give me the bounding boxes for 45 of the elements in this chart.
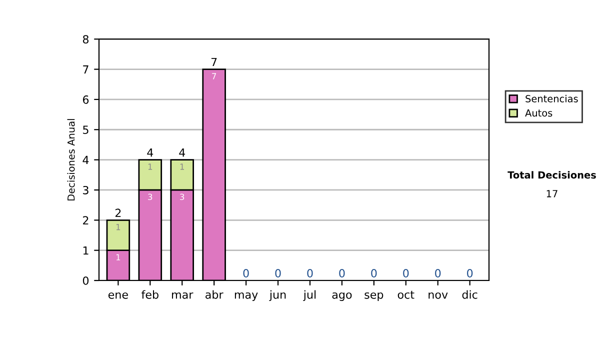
total-label: 0 xyxy=(435,269,441,278)
data-label: 1 xyxy=(116,224,120,230)
x-tick-label: mar xyxy=(172,292,194,299)
y-tick-label: 5 xyxy=(83,126,88,134)
y-tick-label: 4 xyxy=(82,156,89,164)
total-label: 0 xyxy=(275,269,281,278)
data-label: 3 xyxy=(148,194,152,200)
x-tick-label: ago xyxy=(332,292,352,301)
legend-label: Sentencias xyxy=(526,94,578,102)
total-label: 0 xyxy=(339,269,345,278)
text: 17 xyxy=(546,190,558,198)
total-label: 0 xyxy=(467,269,473,278)
text: Total Decisiones xyxy=(508,171,596,179)
x-tick-label: ene xyxy=(108,292,128,299)
total-label: 0 xyxy=(243,269,249,278)
y-tick-label: 3 xyxy=(83,186,88,194)
total-label: 2 xyxy=(115,208,121,217)
y-tick-label: 2 xyxy=(83,216,88,224)
y-tick-label: 0 xyxy=(82,276,89,285)
x-tick-label: nov xyxy=(428,292,448,299)
data-label: 7 xyxy=(212,73,216,80)
data-label: 1 xyxy=(148,164,152,170)
y-axis-title: Decisiones Anual xyxy=(67,119,75,200)
x-tick-label: dic xyxy=(462,290,478,299)
x-tick-label: abr xyxy=(206,290,224,299)
data-label: 3 xyxy=(180,194,184,200)
total-label: 4 xyxy=(179,148,186,157)
x-tick-label: oct xyxy=(398,290,414,299)
total-label: 0 xyxy=(307,269,313,278)
x-tick-label: jun xyxy=(269,290,286,301)
y-tick-label: 8 xyxy=(82,35,89,44)
y-tick-label: 6 xyxy=(82,95,89,104)
x-tick-label: may xyxy=(234,292,258,301)
legend-label: Autos xyxy=(525,109,552,117)
y-tick-label: 7 xyxy=(83,65,88,74)
total-label: 7 xyxy=(211,58,217,66)
total-label: 0 xyxy=(371,269,377,278)
x-tick-label: jul xyxy=(303,290,316,301)
total-label: 0 xyxy=(403,269,409,278)
x-tick-label: feb xyxy=(142,290,158,299)
data-label: 1 xyxy=(116,254,120,260)
data-label: 1 xyxy=(180,164,184,170)
total-label: 4 xyxy=(147,148,154,157)
x-tick-label: sep xyxy=(364,292,384,301)
y-tick-label: 1 xyxy=(83,246,88,255)
